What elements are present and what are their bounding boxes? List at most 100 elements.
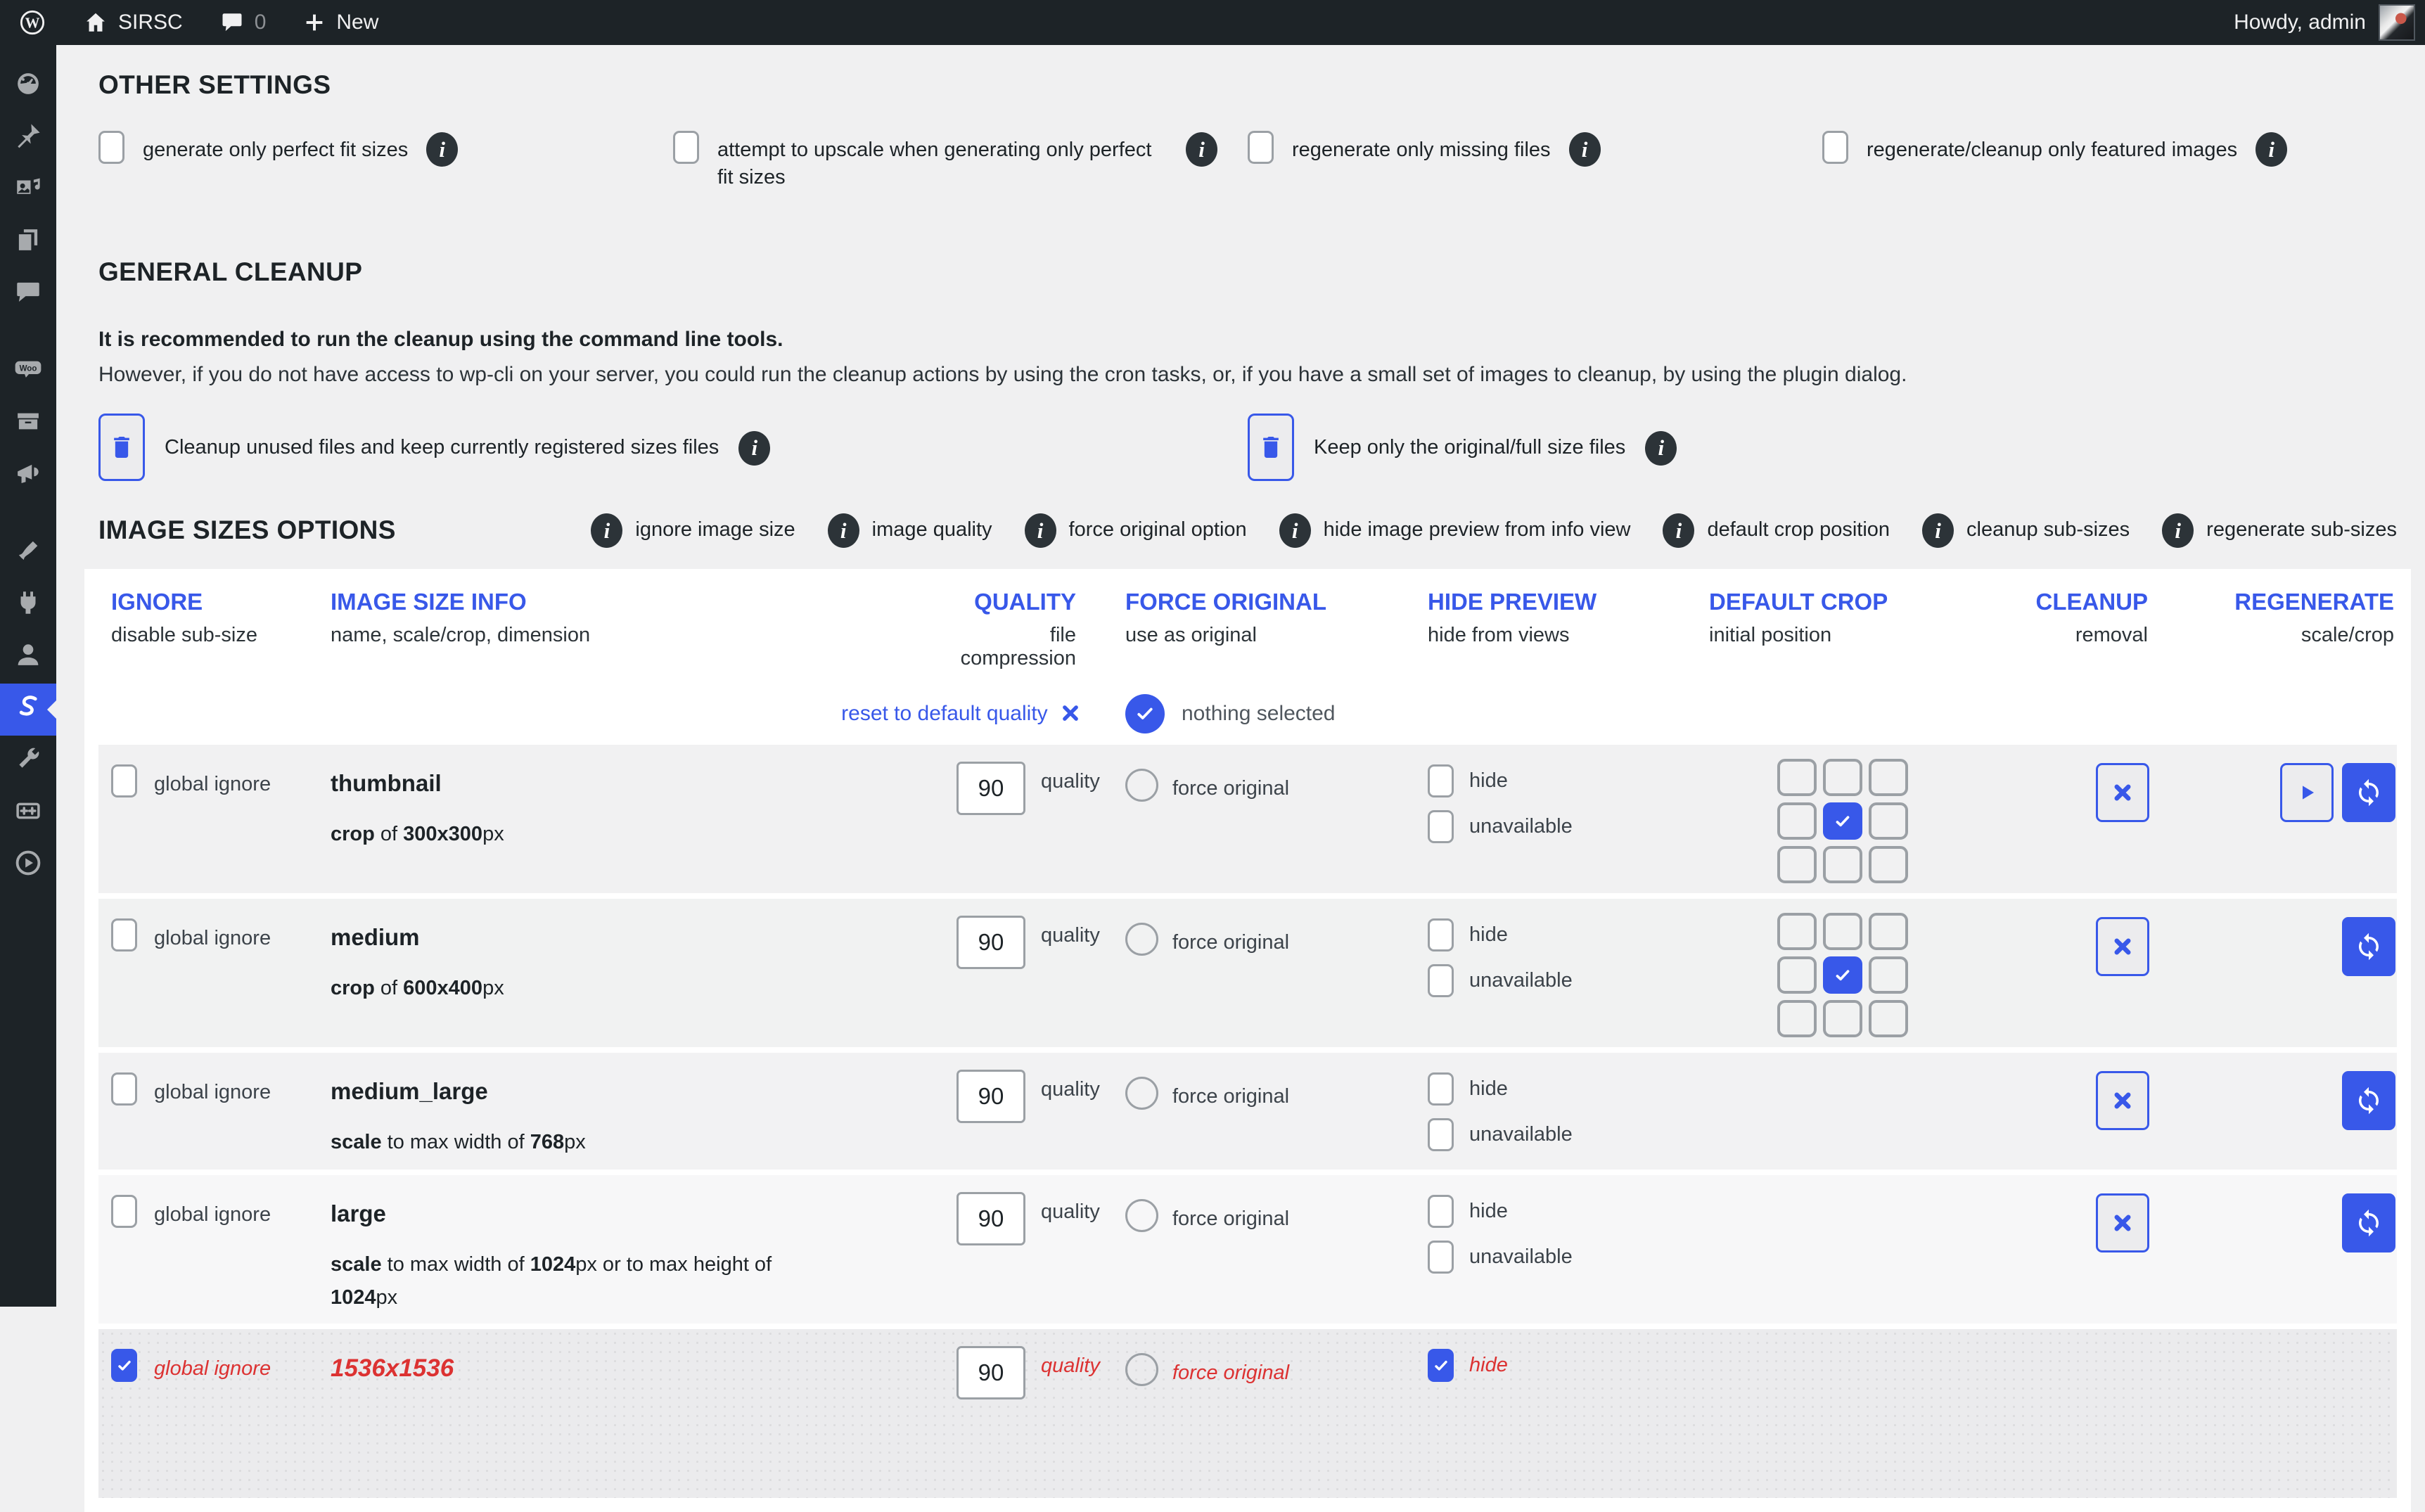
global-ignore-checkbox[interactable]: [111, 1349, 137, 1383]
sidebar-item-dashboard[interactable]: [0, 60, 56, 113]
reset-default-quality-link[interactable]: reset to default quality: [98, 702, 1125, 726]
info-icon[interactable]: i: [1024, 513, 1056, 549]
site-link[interactable]: SIRSC: [65, 0, 201, 45]
new-button[interactable]: New: [284, 0, 397, 45]
cleanup-action-label: Keep only the original/full size files: [1314, 435, 1626, 459]
hide-checkbox[interactable]: [1428, 1195, 1454, 1229]
crop-position-2[interactable]: [1869, 913, 1908, 951]
crop-position-4[interactable]: [1823, 802, 1862, 840]
regenerate-size-button[interactable]: [2342, 917, 2395, 977]
sidebar-item-video[interactable]: [0, 840, 56, 892]
unavailable-line: unavailable: [1428, 1241, 1709, 1274]
howdy-text[interactable]: Howdy, admin: [2234, 11, 2366, 34]
force-original-radio[interactable]: [1125, 1199, 1158, 1233]
unavailable-checkbox[interactable]: [1428, 1118, 1454, 1152]
hide-label: hide: [1469, 1354, 1508, 1377]
cleanup-size-button[interactable]: [2096, 763, 2149, 823]
quality-input[interactable]: [956, 762, 1025, 816]
regenerate-size-button[interactable]: [2342, 1193, 2395, 1253]
global-ignore-checkbox[interactable]: [111, 1195, 137, 1229]
crop-position-6[interactable]: [1777, 1000, 1817, 1038]
crop-position-5[interactable]: [1869, 802, 1908, 840]
hide-checkbox[interactable]: [1428, 918, 1454, 952]
crop-position-3[interactable]: [1777, 802, 1817, 840]
sidebar-item-woocommerce[interactable]: Woo: [0, 346, 56, 398]
info-icon[interactable]: i: [1922, 513, 1954, 549]
hide-checkbox[interactable]: [1428, 1349, 1454, 1383]
unavailable-checkbox[interactable]: [1428, 964, 1454, 998]
info-icon[interactable]: i: [1186, 132, 1217, 167]
info-icon[interactable]: i: [738, 430, 771, 466]
sidebar-item-marketing[interactable]: [0, 450, 56, 502]
sidebar-item-tools[interactable]: [0, 736, 56, 788]
crop-position-7[interactable]: [1823, 1000, 1862, 1038]
info-icon[interactable]: i: [1645, 430, 1677, 466]
sidebar-item-plugins[interactable]: [0, 579, 56, 632]
info-icon[interactable]: i: [827, 513, 859, 549]
crop-position-1[interactable]: [1823, 913, 1862, 951]
size-info-cell: 1536x1536: [331, 1343, 956, 1383]
cleanup-size-button[interactable]: [2096, 917, 2149, 977]
unavailable-checkbox[interactable]: [1428, 810, 1454, 844]
sidebar-item-posts-pin[interactable]: [0, 113, 56, 165]
crop-position-8[interactable]: [1869, 1000, 1908, 1038]
crop-position-0[interactable]: [1777, 759, 1817, 797]
sidebar-item-image-resize[interactable]: [0, 788, 56, 840]
sidebar-item-products[interactable]: [0, 398, 56, 450]
hide-checkbox[interactable]: [1428, 1072, 1454, 1106]
option-checkbox-1[interactable]: [673, 131, 699, 164]
force-original-radio[interactable]: [1125, 923, 1158, 956]
info-icon[interactable]: i: [2162, 513, 2194, 549]
crop-position-7[interactable]: [1823, 846, 1862, 884]
sidebar-item-pages[interactable]: [0, 217, 56, 269]
wordpress-logo-icon[interactable]: W: [0, 0, 65, 45]
cleanup-trash-button-0[interactable]: [98, 414, 145, 482]
force-original-radio[interactable]: [1125, 769, 1158, 802]
option-checkbox-3[interactable]: [1822, 131, 1848, 164]
quality-input[interactable]: [956, 1070, 1025, 1124]
option-checkbox-2[interactable]: [1248, 131, 1274, 164]
quality-input[interactable]: [956, 1346, 1025, 1400]
cleanup-size-button[interactable]: [2096, 1071, 2149, 1131]
regenerate-size-button[interactable]: [2342, 763, 2395, 823]
global-ignore-checkbox[interactable]: [111, 918, 137, 952]
crop-position-1[interactable]: [1823, 759, 1862, 797]
tools-icon: [13, 744, 43, 779]
crop-position-8[interactable]: [1869, 846, 1908, 884]
regenerate-size-button[interactable]: [2342, 1071, 2395, 1131]
crop-position-4[interactable]: [1823, 956, 1862, 994]
cleanup-trash-button-1[interactable]: [1248, 414, 1294, 482]
unavailable-checkbox[interactable]: [1428, 1241, 1454, 1274]
sidebar-item-appearance[interactable]: [0, 527, 56, 579]
resume-regenerate-button[interactable]: [2280, 763, 2334, 823]
sidebar-item-sirsc[interactable]: [0, 684, 56, 736]
info-icon[interactable]: i: [426, 132, 459, 167]
sidebar-item-comments[interactable]: [0, 269, 56, 321]
sidebar-item-media[interactable]: [0, 165, 56, 217]
global-ignore-checkbox[interactable]: [111, 1072, 137, 1106]
global-ignore-checkbox[interactable]: [111, 764, 137, 798]
info-icon[interactable]: i: [1279, 513, 1311, 549]
info-icon[interactable]: i: [591, 513, 623, 549]
quality-label: quality: [1041, 1078, 1100, 1101]
force-original-radio[interactable]: [1125, 1077, 1158, 1110]
crop-position-5[interactable]: [1869, 956, 1908, 994]
info-icon[interactable]: i: [1663, 513, 1695, 549]
crop-position-6[interactable]: [1777, 846, 1817, 884]
quality-input[interactable]: [956, 1192, 1025, 1246]
crop-position-3[interactable]: [1777, 956, 1817, 994]
sidebar-item-users[interactable]: [0, 632, 56, 684]
dashboard-icon: [13, 69, 43, 104]
crop-position-2[interactable]: [1869, 759, 1908, 797]
option-checkbox-0[interactable]: [98, 131, 124, 164]
hide-checkbox[interactable]: [1428, 764, 1454, 798]
comments-bubble[interactable]: 0: [201, 0, 285, 45]
info-icon[interactable]: i: [1568, 132, 1601, 167]
quality-input[interactable]: [956, 916, 1025, 970]
cleanup-size-button[interactable]: [2096, 1193, 2149, 1253]
info-icon[interactable]: i: [2256, 132, 2288, 167]
force-original-radio[interactable]: [1125, 1353, 1158, 1387]
selected-check-icon[interactable]: [1125, 694, 1165, 734]
crop-position-0[interactable]: [1777, 913, 1817, 951]
avatar[interactable]: [2379, 4, 2415, 41]
